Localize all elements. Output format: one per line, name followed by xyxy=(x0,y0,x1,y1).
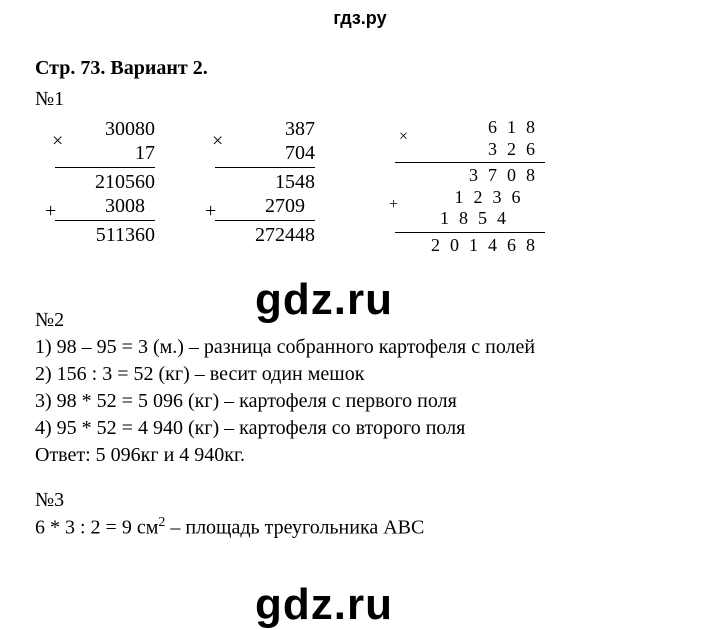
p2-line-1: 1) 98 – 95 = 3 (м.) – разница собранного… xyxy=(35,334,685,361)
mult-3-p2: 1236 xyxy=(395,187,545,209)
times-sign: × xyxy=(212,129,223,153)
rule-line xyxy=(395,232,545,233)
rule-line xyxy=(55,167,155,168)
p2-line-3: 3) 98 * 52 = 5 096 (кг) – картофеля с пе… xyxy=(35,388,685,415)
mult-3: 618 × 326 3708 + 1236 1854 201468 xyxy=(395,117,545,257)
mult-1-a: 30080 xyxy=(55,117,155,141)
multiplication-row: 30080 × 17 210560 + 3008 511360 387 × 70… xyxy=(35,117,685,257)
mult-2-p2: 2709 xyxy=(215,194,315,218)
p2-answer: Ответ: 5 096кг и 4 940кг. xyxy=(35,442,685,469)
p3-post: – площадь треугольника АВС xyxy=(165,516,424,538)
mult-2-result: 272448 xyxy=(215,223,315,247)
mult-3-b: 326 xyxy=(395,139,545,161)
p2-line-2: 2) 156 : 3 = 52 (кг) – весит один мешок xyxy=(35,361,685,388)
mult-1-result: 511360 xyxy=(55,223,155,247)
rule-line xyxy=(395,162,545,163)
mult-2-p1: 1548 xyxy=(215,170,315,194)
p3-line: 6 * 3 : 2 = 9 см2 – площадь треугольника… xyxy=(35,514,685,542)
page-content: Стр. 73. Вариант 2. №1 30080 × 17 210560… xyxy=(35,55,685,541)
mult-1-p1: 210560 xyxy=(55,170,155,194)
problem-1-label: №1 xyxy=(35,86,685,113)
plus-sign: + xyxy=(205,199,216,223)
mult-2: 387 × 704 1548 + 2709 272448 xyxy=(215,117,315,247)
rule-line xyxy=(215,167,315,168)
rule-line xyxy=(215,220,315,221)
mult-2-b: 704 xyxy=(215,141,315,165)
mult-3-p1: 3708 xyxy=(395,165,545,187)
plus-sign: + xyxy=(45,199,56,223)
mult-1-p2: 3008 xyxy=(55,194,155,218)
problem-2: №2 1) 98 – 95 = 3 (м.) – разница собранн… xyxy=(35,307,685,469)
p2-line-4: 4) 95 * 52 = 4 940 (кг) – картофеля со в… xyxy=(35,415,685,442)
problem-2-label: №2 xyxy=(35,307,685,334)
times-sign: × xyxy=(399,127,408,146)
mult-3-result: 201468 xyxy=(395,235,545,257)
mult-2-a: 387 xyxy=(215,117,315,141)
p3-pre: 6 * 3 : 2 = 9 см xyxy=(35,516,158,538)
plus-sign: + xyxy=(389,195,398,214)
problem-3-label: №3 xyxy=(35,487,685,514)
mult-3-a: 618 xyxy=(395,117,545,139)
site-header: гдз.ру xyxy=(0,8,720,29)
mult-1: 30080 × 17 210560 + 3008 511360 xyxy=(55,117,155,247)
watermark-bottom: gdz.ru xyxy=(255,580,393,630)
rule-line xyxy=(55,220,155,221)
mult-1-b: 17 xyxy=(55,141,155,165)
problem-3: №3 6 * 3 : 2 = 9 см2 – площадь треугольн… xyxy=(35,487,685,542)
mult-3-p3: 1854 xyxy=(395,208,545,230)
times-sign: × xyxy=(52,129,63,153)
page-title: Стр. 73. Вариант 2. xyxy=(35,55,685,82)
